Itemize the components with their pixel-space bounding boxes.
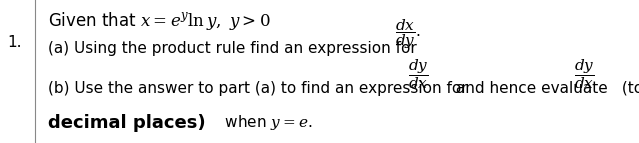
- Text: when $y = e$.: when $y = e$.: [220, 113, 312, 132]
- Text: (to 3: (to 3: [617, 81, 639, 96]
- Text: decimal places): decimal places): [48, 114, 206, 132]
- Text: and hence evaluate: and hence evaluate: [451, 81, 613, 96]
- Text: Given that $x = e^y \ln y,\ y > 0$: Given that $x = e^y \ln y,\ y > 0$: [48, 10, 270, 32]
- Text: $\dfrac{dy}{dx}$: $\dfrac{dy}{dx}$: [408, 57, 428, 91]
- Text: $\dfrac{dx}{dy}$.: $\dfrac{dx}{dy}$.: [395, 17, 420, 51]
- Text: $\dfrac{dy}{dx}$: $\dfrac{dy}{dx}$: [574, 57, 594, 91]
- Text: (a) Using the product rule find an expression for: (a) Using the product rule find an expre…: [48, 41, 422, 56]
- Text: (b) Use the answer to part (a) to find an expression for: (b) Use the answer to part (a) to find a…: [48, 81, 472, 96]
- Text: 1.: 1.: [8, 35, 22, 50]
